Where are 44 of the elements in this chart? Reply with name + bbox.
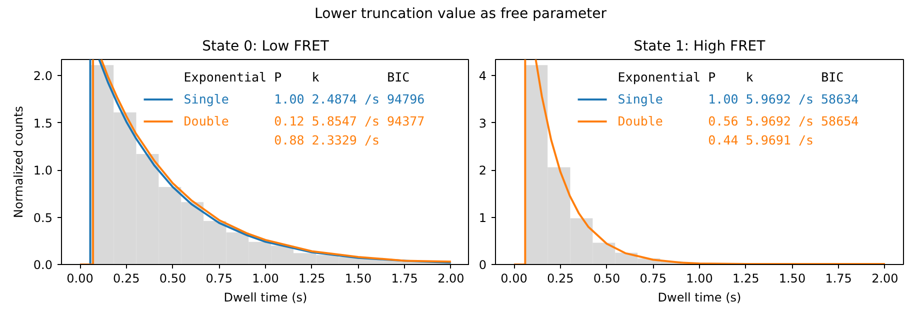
annotation: 0.56 5.9692 /s 58654 0.44 5.9691 /s xyxy=(708,114,859,148)
legend-label: Double xyxy=(618,114,663,128)
legend-label: Single xyxy=(618,92,663,106)
x-tick-label: 1.25 xyxy=(298,272,326,286)
y-axis-title: Normalized counts xyxy=(11,106,26,218)
text: Lower truncation value as free parameter xyxy=(314,5,606,24)
y-tick-label: 1.0 xyxy=(33,164,53,178)
annotation: 1.00 5.9692 /s 58634 xyxy=(708,92,859,106)
x-tick-label: 0.25 xyxy=(113,272,140,286)
x-tick-label: 1.25 xyxy=(732,272,760,286)
y-tick-label: 2.0 xyxy=(33,69,53,84)
x-tick-label: 0.75 xyxy=(206,272,232,286)
annotation: 0.12 5.8547 /s 94377 0.88 2.3329 /s xyxy=(274,114,425,148)
x-tick-label: 1.50 xyxy=(778,272,806,286)
y-tick-label: 0 xyxy=(478,258,487,272)
x-tick-label: 1.75 xyxy=(825,272,852,286)
x-tick-label: 0.25 xyxy=(547,272,574,286)
text: Exponential P k BIC xyxy=(618,70,844,84)
x-tick-label: 1.00 xyxy=(686,272,713,286)
x-tick-label: 1.50 xyxy=(344,272,372,286)
y-tick-label: 1 xyxy=(478,210,487,225)
x-tick-label: 2.00 xyxy=(872,272,898,286)
y-tick-label: 0.0 xyxy=(33,258,53,272)
x-tick-label: 0.50 xyxy=(159,272,186,286)
chart-title: State 1: High FRET xyxy=(634,38,766,54)
x-axis-title: Dwell time (s) xyxy=(658,290,742,304)
legend-label: Single xyxy=(184,92,229,106)
text: Exponential P k BIC xyxy=(184,70,410,84)
x-tick-label: 0.75 xyxy=(640,272,666,286)
y-tick-label: 0.5 xyxy=(33,210,53,225)
x-tick-label: 1.00 xyxy=(252,272,279,286)
x-axis-title: Dwell time (s) xyxy=(224,290,308,304)
y-tick-label: 2 xyxy=(478,164,487,178)
x-tick-label: 2.00 xyxy=(438,272,464,286)
y-tick-label: 4 xyxy=(478,69,487,84)
y-tick-label: 3 xyxy=(478,116,487,130)
chart-title: State 0: Low FRET xyxy=(202,38,330,54)
x-tick-label: 0.50 xyxy=(593,272,620,286)
x-tick-label: 0.00 xyxy=(66,272,94,286)
y-tick-label: 1.5 xyxy=(33,116,53,130)
annotation: 1.00 2.4874 /s 94796 xyxy=(274,92,425,106)
x-tick-label: 0.00 xyxy=(500,272,528,286)
legend-label: Double xyxy=(184,114,229,128)
x-tick-label: 1.75 xyxy=(391,272,418,286)
